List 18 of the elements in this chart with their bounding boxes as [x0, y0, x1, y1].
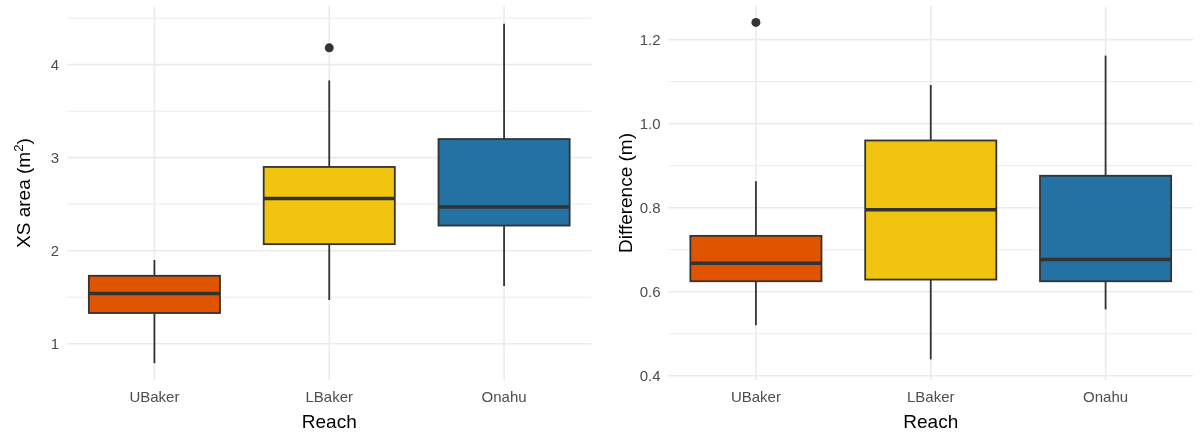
y-tick-label: 4	[50, 55, 59, 73]
y-tick-label: 1.2	[639, 30, 661, 48]
y-tick-label: 3	[50, 148, 59, 166]
y-tick-label: 1	[50, 334, 59, 352]
x-tick-label: LBaker	[305, 388, 354, 405]
y-tick-label: 0.4	[639, 367, 661, 385]
x-tick-label: UBaker	[730, 388, 781, 405]
y-tick-label: 0.8	[639, 198, 661, 216]
x-tick-label: LBaker	[906, 388, 955, 405]
x-axis-title: Reach	[301, 411, 357, 432]
x-axis-title: Reach	[903, 411, 959, 432]
y-tick-label: 0.6	[639, 283, 661, 300]
x-tick-label: Onahu	[1083, 388, 1129, 405]
x-tick-label: UBaker	[129, 388, 180, 405]
y-tick-label: 2	[50, 241, 59, 259]
y-tick-label: 1.0	[639, 114, 661, 132]
x-tick-label: Onahu	[481, 388, 527, 405]
y-axis-title: Difference (m)	[614, 132, 636, 254]
